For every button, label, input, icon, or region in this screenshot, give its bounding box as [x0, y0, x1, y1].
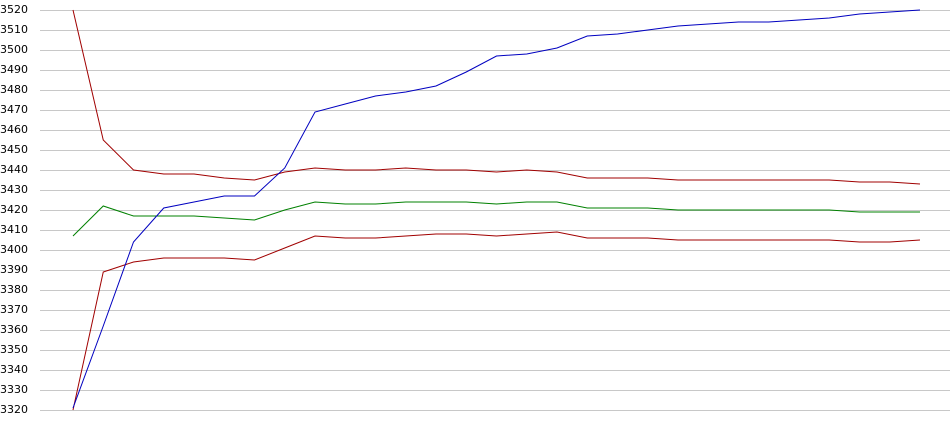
y-tick-label: 3420 [0, 203, 28, 216]
line-series [72, 231, 921, 411]
line-series [72, 9, 921, 185]
y-tick-label: 3460 [0, 123, 28, 136]
y-tick-label: 3450 [0, 143, 28, 156]
y-tick-label: 3390 [0, 263, 28, 276]
y-tick-label: 3500 [0, 43, 28, 56]
y-tick-label: 3470 [0, 103, 28, 116]
y-tick-label: 3360 [0, 323, 28, 336]
y-tick-label: 3350 [0, 343, 28, 356]
line-series [72, 9, 921, 409]
y-tick-label: 3330 [0, 383, 28, 396]
y-tick-label: 3320 [0, 403, 28, 416]
y-tick-label: 3340 [0, 363, 28, 376]
y-tick-label: 3380 [0, 283, 28, 296]
y-tick-label: 3490 [0, 63, 28, 76]
y-tick-label: 3510 [0, 23, 28, 36]
y-tick-label: 3480 [0, 83, 28, 96]
y-tick-label: 3370 [0, 303, 28, 316]
y-tick-label: 3430 [0, 183, 28, 196]
y-tick-label: 3400 [0, 243, 28, 256]
y-tick-label: 3440 [0, 163, 28, 176]
line-series [72, 201, 920, 237]
y-tick-label: 3410 [0, 223, 28, 236]
y-tick-label: 3520 [0, 3, 28, 16]
